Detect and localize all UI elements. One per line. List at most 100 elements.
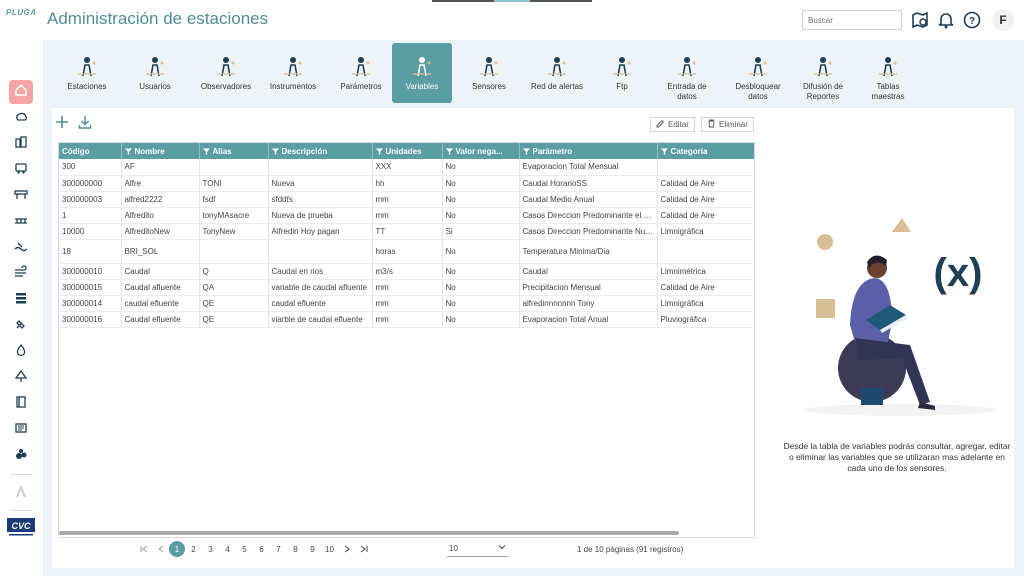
page-size-select[interactable]: 10 bbox=[447, 540, 509, 557]
filter-icon[interactable] bbox=[202, 148, 210, 155]
page-number-button[interactable]: 3 bbox=[208, 544, 213, 554]
map-settings-icon[interactable] bbox=[910, 10, 930, 30]
help-icon[interactable]: ? bbox=[962, 10, 982, 30]
sidebar-item-wave[interactable] bbox=[9, 236, 33, 260]
table-row[interactable]: 300000015 Caudal afluente QA variable de ca… bbox=[59, 279, 754, 296]
drop-icon bbox=[14, 343, 28, 362]
chevron-down-icon bbox=[497, 542, 507, 554]
column-header[interactable]: Parámetro bbox=[519, 143, 658, 159]
column-header[interactable]: Alias bbox=[199, 143, 269, 159]
table-cell: TonyNew bbox=[199, 223, 269, 240]
filter-icon[interactable] bbox=[445, 148, 453, 155]
top-accent-line bbox=[432, 0, 592, 2]
filter-icon[interactable] bbox=[375, 148, 383, 155]
user-avatar[interactable]: F bbox=[992, 9, 1014, 31]
page-number-button[interactable]: 4 bbox=[225, 544, 230, 554]
table-row[interactable]: 300000016 Caudal efluente QE viarble de cau… bbox=[59, 311, 754, 328]
tab-9[interactable]: Entrada de datos bbox=[655, 43, 719, 103]
app-logo[interactable]: PLUGA bbox=[6, 8, 37, 17]
tab-label: Difusión de Reportes bbox=[802, 82, 844, 101]
sidebar-item-satellite[interactable] bbox=[9, 314, 33, 338]
page-number-button[interactable]: 1 bbox=[169, 541, 185, 557]
tab-3[interactable]: Instrumentos bbox=[260, 43, 326, 103]
table-row[interactable]: 300000014 caudal efluente QE caudal efluent… bbox=[59, 295, 754, 312]
sidebar-item-layers[interactable] bbox=[9, 288, 33, 312]
table-cell: 300000000 bbox=[59, 175, 122, 192]
page-number-button[interactable]: 9 bbox=[310, 544, 315, 554]
download-button[interactable] bbox=[77, 115, 93, 132]
layers-icon bbox=[14, 291, 28, 310]
table-row[interactable]: 300000003 alfred2222 fsdf sfddfs mm No Caudal … bbox=[59, 191, 754, 208]
table-cell: mm bbox=[372, 295, 443, 312]
table-cell: QA bbox=[199, 279, 269, 296]
sidebar-item-buildings[interactable] bbox=[9, 132, 33, 156]
wind-icon bbox=[14, 264, 28, 284]
column-header[interactable]: Valor nega... bbox=[442, 143, 520, 159]
sidebar-item-home[interactable] bbox=[9, 80, 33, 104]
sidebar-item-news[interactable] bbox=[9, 418, 33, 442]
sidebar-item-tree[interactable] bbox=[9, 366, 33, 390]
tab-12[interactable]: Tablas maestras bbox=[860, 43, 916, 103]
delete-button[interactable]: Eliminar bbox=[701, 117, 754, 132]
next-page-button[interactable] bbox=[338, 542, 355, 556]
page-title: Administración de estaciones bbox=[47, 9, 269, 28]
edit-button[interactable]: Editar bbox=[650, 117, 695, 132]
table-row[interactable]: 18 BRI_SOL horas No Temperatura Minima/Dia bbox=[59, 239, 754, 264]
prev-page-button[interactable] bbox=[152, 542, 169, 556]
column-header[interactable]: Código bbox=[59, 143, 122, 159]
column-header[interactable]: Unidades bbox=[372, 143, 443, 159]
filter-icon[interactable] bbox=[522, 148, 530, 155]
add-button[interactable] bbox=[54, 115, 70, 132]
alert-network-icon bbox=[544, 53, 570, 79]
table-cell: Limnigráfica bbox=[657, 295, 754, 312]
filter-icon[interactable] bbox=[271, 148, 279, 155]
tab-4[interactable]: Parámetros bbox=[329, 43, 393, 103]
sidebar-item-cluster[interactable] bbox=[9, 444, 33, 468]
table-cell: No bbox=[442, 279, 520, 296]
tab-11[interactable]: Difusión de Reportes bbox=[793, 43, 853, 103]
horizontal-scrollbar[interactable] bbox=[59, 531, 679, 535]
platform-icon bbox=[14, 187, 28, 206]
sidebar-item-bridge[interactable] bbox=[9, 210, 33, 234]
sidebar-item-platform[interactable] bbox=[9, 184, 33, 208]
tab-8[interactable]: Ftp bbox=[587, 43, 657, 103]
page-number-button[interactable]: 5 bbox=[242, 544, 247, 554]
search-input[interactable] bbox=[802, 10, 902, 30]
sidebar-item-drop[interactable] bbox=[9, 340, 33, 364]
pencil-icon bbox=[656, 119, 665, 130]
table-row[interactable]: 10000 AlfreditoNew TonyNew Alfredin Hoy pag… bbox=[59, 223, 754, 240]
tab-6[interactable]: Sensores bbox=[461, 43, 517, 103]
tab-10[interactable]: Desbloquear datos bbox=[725, 43, 791, 103]
column-header[interactable]: Descripción bbox=[268, 143, 373, 159]
tab-2[interactable]: Observadores bbox=[191, 43, 261, 103]
tab-7[interactable]: Red de alertas bbox=[525, 43, 589, 103]
table-row[interactable]: 300000010 Caudal Q Caudal en rios m3/s No Caud… bbox=[59, 263, 754, 280]
column-header[interactable]: Nombre bbox=[121, 143, 200, 159]
first-page-button[interactable] bbox=[135, 542, 152, 556]
page-number-button[interactable]: 7 bbox=[276, 544, 281, 554]
page-number-button[interactable]: 8 bbox=[293, 544, 298, 554]
filter-icon[interactable] bbox=[124, 148, 132, 155]
tab-5[interactable]: Variables bbox=[392, 43, 452, 103]
tab-1[interactable]: Usuarios bbox=[122, 43, 188, 103]
table-cell: Caudal efluente bbox=[121, 311, 200, 328]
sidebar-item-wind[interactable] bbox=[9, 262, 33, 286]
parameters-icon bbox=[348, 53, 374, 79]
variables-grid: Código Nombre Alias Descripción Unidades Valo… bbox=[58, 142, 755, 538]
bell-icon[interactable] bbox=[936, 10, 956, 30]
page-number-button[interactable]: 2 bbox=[191, 544, 196, 554]
last-page-button[interactable] bbox=[355, 542, 372, 556]
table-cell: Limnigráfica bbox=[657, 223, 754, 240]
table-row[interactable]: 300000000 Alfre TONI Nueva hh No Caudal Horari… bbox=[59, 175, 754, 192]
sidebar-item-book[interactable] bbox=[9, 392, 33, 416]
sidebar-item-bus[interactable] bbox=[9, 158, 33, 182]
filter-icon[interactable] bbox=[660, 148, 668, 155]
column-header[interactable]: Categoría bbox=[657, 143, 754, 159]
column-header-label: Código bbox=[62, 146, 90, 156]
page-number-button[interactable]: 10 bbox=[325, 544, 334, 554]
table-row[interactable]: 1 Alfredito tonyMAsacre Nueva de prueba mm No… bbox=[59, 207, 754, 224]
page-number-button[interactable]: 6 bbox=[259, 544, 264, 554]
tab-0[interactable]: Estaciones bbox=[52, 43, 122, 103]
table-row[interactable]: 300 AF XXX No Evaporacion Total Mensual bbox=[59, 159, 754, 176]
sidebar-item-weather[interactable] bbox=[9, 106, 33, 130]
